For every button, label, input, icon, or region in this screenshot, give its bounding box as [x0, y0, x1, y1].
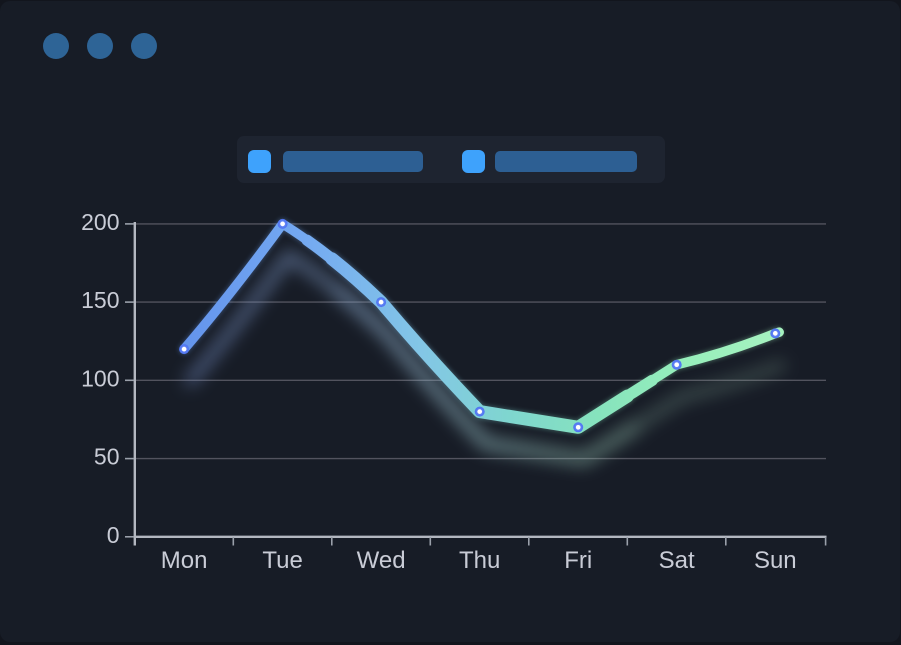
svg-text:150: 150	[81, 287, 119, 313]
svg-text:Fri: Fri	[564, 547, 592, 574]
svg-text:Wed: Wed	[357, 547, 406, 574]
svg-text:100: 100	[81, 365, 119, 391]
svg-text:Sat: Sat	[659, 547, 695, 574]
svg-text:Tue: Tue	[262, 547, 302, 574]
svg-text:Thu: Thu	[459, 547, 500, 574]
svg-text:50: 50	[94, 444, 120, 470]
svg-text:200: 200	[81, 209, 119, 235]
svg-text:Mon: Mon	[161, 547, 208, 574]
svg-text:0: 0	[107, 522, 120, 548]
svg-text:Sun: Sun	[754, 547, 797, 574]
